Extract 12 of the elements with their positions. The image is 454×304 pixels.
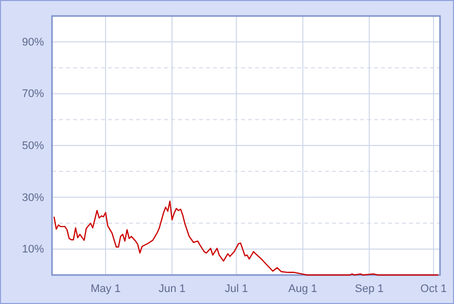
x-tick-label: Aug 1 [288,282,318,295]
x-tick-label: Jul 1 [224,282,248,295]
x-tick-label: Oct 1 [420,282,447,295]
y-tick-label: 10% [22,244,44,256]
y-tick-label: 90% [22,36,44,48]
y-tick-label: 70% [22,88,44,100]
x-tick-label: May 1 [90,282,121,295]
x-tick-label: Jun 1 [158,282,186,295]
x-tick-label: Sep 1 [354,282,384,295]
y-tick-label: 30% [22,192,44,204]
y-tick-label: 50% [22,140,44,152]
line-series [54,200,438,276]
